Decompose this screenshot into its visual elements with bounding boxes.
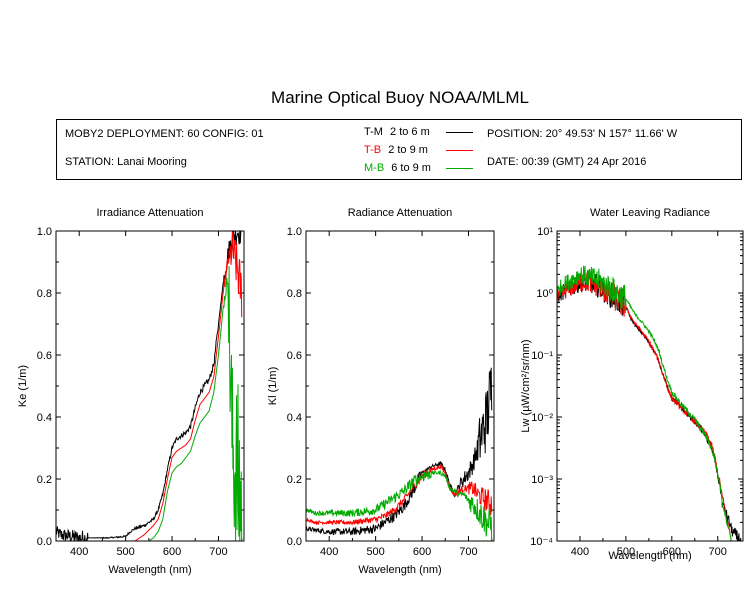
x-tick-label: 500 [366, 546, 384, 558]
plot-frame [55, 230, 245, 542]
series-line-t-m [557, 271, 742, 541]
x-tick-label: 500 [617, 546, 635, 558]
y-tick-label: 0.2 [37, 474, 52, 486]
legend-range: 6 to 9 m [391, 162, 431, 174]
y-tick-label: 0.4 [37, 412, 52, 424]
legend-line-tm [446, 132, 473, 133]
info-box: MOBY2 DEPLOYMENT: 60 CONFIG: 01 STATION:… [56, 119, 742, 180]
series-group [56, 231, 243, 541]
y-tick-label: 0.6 [287, 350, 302, 362]
legend-item-tm: T-M 2 to 6 m [364, 126, 430, 138]
y-tick-label: 1.0 [37, 226, 52, 238]
chart-3: Water Leaving Radiance Wavelength (nm) Lw … [520, 207, 744, 562]
position-text: POSITION: 20° 49.53' N 157° 11.66' W [487, 128, 678, 140]
y-tick-label: 0.0 [37, 536, 52, 548]
plot-frame [305, 230, 495, 542]
legend-range: 2 to 9 m [388, 144, 428, 156]
series-line-t-m [306, 367, 493, 536]
chart-title: Irradiance Attenuation [96, 207, 203, 219]
series-group [557, 265, 742, 541]
x-tick-label: 500 [116, 546, 134, 558]
x-tick-label: 600 [163, 546, 181, 558]
chart-title: Radiance Attenuation [348, 207, 453, 219]
station-text: STATION: Lanai Mooring [65, 156, 187, 168]
legend-code: M-B [364, 162, 385, 174]
legend-item-tb: T-B 2 to 9 m [364, 144, 428, 156]
y-tick-label: 0.2 [287, 474, 302, 486]
x-tick-label: 400 [70, 546, 88, 558]
y-tick-label: 0.0 [287, 536, 302, 548]
series-line-t-b [557, 272, 732, 541]
series-line-t-b [134, 231, 243, 541]
y-tick-label: 10⁻¹ [531, 350, 553, 362]
x-axis-label: Wavelength (nm) [608, 550, 691, 562]
deployment-text: MOBY2 DEPLOYMENT: 60 CONFIG: 01 [65, 128, 264, 140]
chart-2: Radiance Attenuation Wavelength (nm) Kl (1… [267, 207, 495, 576]
page-title: Marine Optical Buoy NOAA/MLML [271, 88, 529, 107]
x-tick-label: 700 [209, 546, 227, 558]
x-tick-label: 400 [320, 546, 338, 558]
legend-item-mb: M-B 6 to 9 m [364, 162, 431, 174]
series-line-t-m [56, 231, 242, 541]
series-group [306, 367, 493, 541]
y-tick-label: 10⁰ [536, 288, 553, 300]
x-tick-label: 700 [709, 546, 727, 558]
y-tick-label: 0.8 [287, 288, 302, 300]
legend-line-tb [446, 150, 473, 151]
plot-frame [556, 230, 744, 542]
legend-code: T-B [364, 144, 382, 156]
legend-line-mb [446, 168, 473, 169]
y-axis-label: Lw (µW/cm²/sr/nm) [520, 339, 532, 432]
y-tick-label: 0.6 [37, 350, 52, 362]
y-axis-label: Kl (1/m) [267, 367, 279, 406]
series-line-m-b [306, 469, 493, 541]
legend-range: 2 to 6 m [390, 126, 430, 138]
x-tick-label: 600 [663, 546, 681, 558]
x-tick-label: 700 [459, 546, 477, 558]
x-axis-label: Wavelength (nm) [358, 564, 441, 576]
y-tick-label: 0.4 [287, 412, 302, 424]
y-tick-label: 1.0 [287, 226, 302, 238]
y-axis-label: Ke (1/m) [17, 365, 29, 407]
chart-title: Water Leaving Radiance [590, 207, 710, 219]
y-tick-label: 10¹ [537, 226, 553, 238]
series-line-m-b [148, 266, 243, 541]
y-tick-label: 10⁻⁴ [530, 536, 553, 548]
x-tick-label: 400 [571, 546, 589, 558]
y-tick-label: 0.8 [37, 288, 52, 300]
chart-1: Irradiance Attenuation Wavelength (nm) Ke … [17, 207, 245, 576]
series-line-m-b [557, 265, 732, 541]
x-tick-label: 600 [413, 546, 431, 558]
x-axis-label: Wavelength (nm) [108, 564, 191, 576]
y-tick-label: 10⁻³ [531, 474, 553, 486]
date-text: DATE: 00:39 (GMT) 24 Apr 2016 [487, 156, 647, 168]
legend-code: T-M [364, 126, 383, 138]
y-tick-label: 10⁻² [531, 412, 553, 424]
